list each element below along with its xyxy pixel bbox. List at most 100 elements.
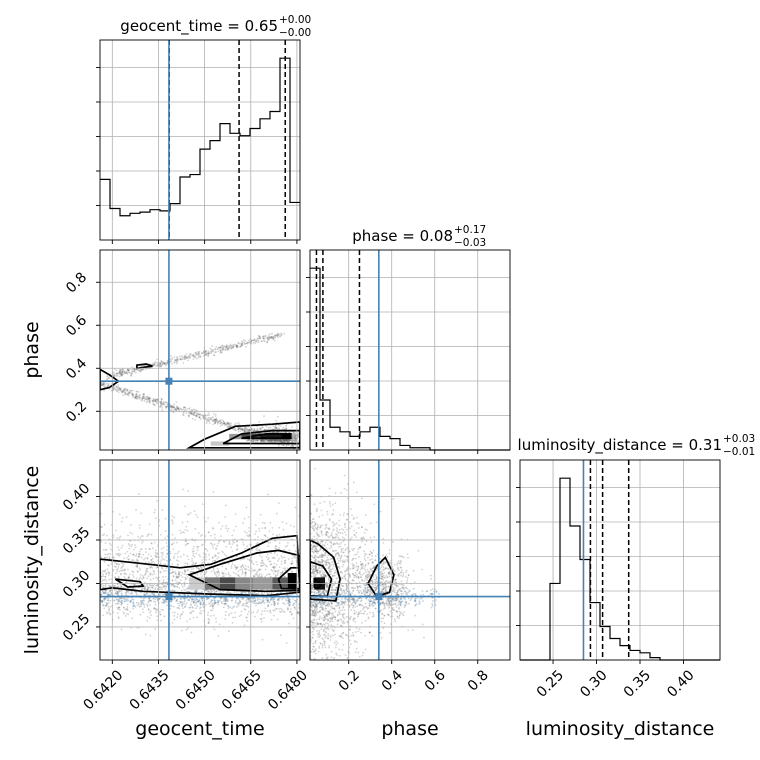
sample-point bbox=[127, 369, 130, 372]
sample-point bbox=[232, 345, 234, 348]
sample-point bbox=[208, 602, 210, 605]
sample-point bbox=[280, 440, 283, 443]
sample-point bbox=[107, 377, 110, 379]
sample-point bbox=[293, 433, 296, 436]
sample-point bbox=[130, 375, 133, 377]
sample-point bbox=[262, 439, 264, 442]
sample-point bbox=[199, 354, 201, 357]
sample-point bbox=[254, 340, 257, 343]
sample-point bbox=[193, 412, 196, 414]
sample-point bbox=[104, 584, 107, 587]
sample-point bbox=[165, 581, 168, 584]
sample-point bbox=[278, 439, 281, 442]
sample-point bbox=[134, 397, 137, 400]
sample-point bbox=[152, 363, 155, 366]
sample-point bbox=[184, 605, 187, 608]
sample-point bbox=[294, 550, 297, 553]
sample-point bbox=[288, 600, 291, 603]
sample-point bbox=[195, 602, 198, 605]
sample-point bbox=[262, 338, 265, 340]
sample-point bbox=[116, 386, 119, 389]
sample-point bbox=[106, 568, 109, 571]
sample-point bbox=[288, 598, 290, 601]
sample-point bbox=[315, 550, 318, 553]
sample-point bbox=[214, 560, 216, 562]
sample-point bbox=[184, 539, 187, 542]
sample-point bbox=[188, 354, 191, 356]
sample-point bbox=[275, 439, 278, 442]
sample-point bbox=[228, 543, 231, 546]
sample-point bbox=[116, 390, 119, 393]
sample-point bbox=[193, 597, 196, 600]
sample-point bbox=[223, 598, 225, 601]
sample-point bbox=[102, 573, 105, 576]
sample-point bbox=[110, 563, 113, 566]
sample-point bbox=[139, 553, 141, 556]
sample-point bbox=[119, 387, 122, 390]
sample-point bbox=[148, 399, 151, 401]
sample-point bbox=[269, 611, 272, 614]
sample-point bbox=[120, 520, 123, 523]
sample-point bbox=[161, 406, 164, 409]
sample-point bbox=[264, 575, 266, 578]
sample-point bbox=[214, 602, 217, 604]
sample-point bbox=[278, 440, 281, 443]
sample-point bbox=[161, 557, 164, 560]
sample-point bbox=[181, 521, 184, 524]
sample-point bbox=[170, 406, 173, 409]
sample-point bbox=[140, 368, 142, 371]
sample-point bbox=[248, 439, 250, 442]
sample-point bbox=[194, 562, 197, 564]
sample-point bbox=[285, 425, 288, 428]
sample-point bbox=[244, 604, 247, 607]
sample-point bbox=[176, 360, 178, 363]
sample-point bbox=[165, 406, 168, 408]
sample-point bbox=[202, 603, 205, 606]
sample-point bbox=[273, 602, 276, 605]
sample-point bbox=[150, 566, 152, 568]
sample-point bbox=[291, 613, 293, 615]
sample-point bbox=[253, 429, 255, 432]
sample-point bbox=[135, 555, 138, 557]
sample-point bbox=[202, 414, 205, 417]
sample-point bbox=[163, 585, 165, 588]
sample-point bbox=[184, 356, 186, 359]
sample-point bbox=[286, 544, 289, 547]
sample-point bbox=[104, 570, 107, 573]
sample-point bbox=[290, 439, 293, 441]
sample-point bbox=[205, 422, 208, 424]
sample-point bbox=[221, 424, 224, 426]
sample-point bbox=[121, 390, 123, 393]
sample-point bbox=[201, 503, 204, 506]
sample-point bbox=[172, 585, 175, 588]
sample-point bbox=[115, 598, 118, 601]
sample-point bbox=[162, 601, 165, 604]
sample-point bbox=[104, 598, 107, 600]
sample-point bbox=[279, 440, 282, 442]
sample-point bbox=[293, 525, 295, 528]
sample-point bbox=[159, 570, 162, 573]
sample-point bbox=[138, 578, 141, 581]
sample-point bbox=[199, 555, 202, 558]
sample-point bbox=[129, 600, 132, 603]
sample-point bbox=[160, 619, 162, 622]
sample-point bbox=[264, 439, 267, 442]
sample-point bbox=[269, 560, 272, 563]
sample-point bbox=[202, 351, 205, 354]
sample-point bbox=[175, 358, 178, 361]
sample-point bbox=[189, 606, 192, 609]
sample-point bbox=[322, 559, 325, 562]
sample-point bbox=[292, 604, 294, 607]
sample-point bbox=[222, 551, 224, 554]
sample-point bbox=[314, 615, 317, 618]
sample-point bbox=[257, 339, 260, 342]
sample-point bbox=[269, 521, 272, 524]
sample-point bbox=[143, 593, 146, 596]
sample-point bbox=[186, 587, 188, 590]
sample-point bbox=[324, 551, 327, 554]
sample-point bbox=[109, 612, 111, 615]
sample-point bbox=[291, 435, 294, 438]
sample-point bbox=[267, 440, 270, 442]
sample-point bbox=[121, 391, 124, 394]
sample-point bbox=[258, 527, 261, 530]
